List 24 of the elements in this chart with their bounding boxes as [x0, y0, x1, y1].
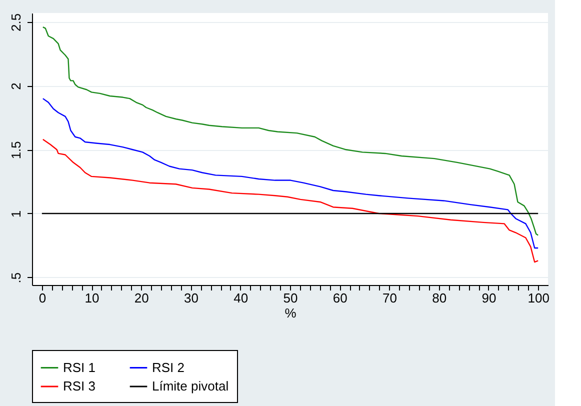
x-tick-label: 50 — [283, 290, 298, 306]
y-tick-label: .5 — [8, 272, 24, 284]
line-series — [42, 138, 539, 263]
y-tick-label: 1.5 — [8, 141, 24, 160]
x-tick-label: 70 — [382, 290, 397, 306]
legend-label: RSI 2 — [152, 360, 185, 375]
x-tick-label: 100 — [528, 290, 550, 306]
x-tick-label: 80 — [432, 290, 447, 306]
y-tick-label: 2.5 — [8, 13, 24, 32]
y-tick-label: 2 — [8, 82, 24, 90]
x-axis-title: % — [284, 306, 297, 320]
x-tick-label: 90 — [482, 290, 496, 306]
x-tick-label: 10 — [84, 290, 100, 306]
y-tick-label: 1 — [8, 210, 24, 218]
x-tick-label: 30 — [184, 290, 199, 306]
legend-label: RSI 3 — [63, 378, 96, 394]
line-series — [42, 26, 539, 236]
x-tick-label: 40 — [234, 290, 248, 306]
legend-label: Límite pivotal — [152, 378, 229, 394]
x-tick-label: 20 — [134, 290, 149, 306]
line-series — [42, 98, 539, 249]
x-tick-label: 0 — [38, 290, 46, 306]
x-tick-label: 60 — [332, 290, 348, 306]
legend-label: RSI 1 — [63, 360, 96, 375]
